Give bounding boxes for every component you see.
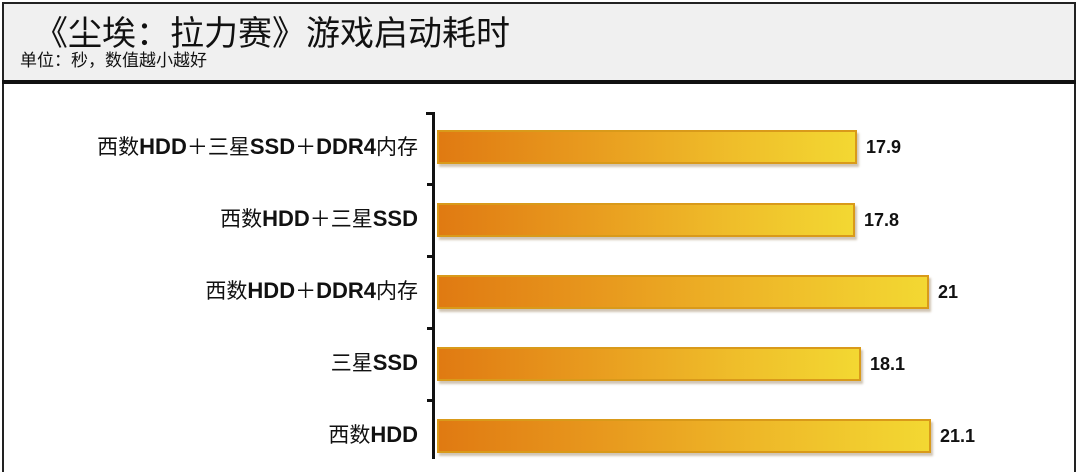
value-label: 17.9	[866, 137, 902, 157]
axis-tick	[427, 327, 434, 330]
header-divider	[2, 80, 1076, 84]
chart-subtitle: 单位：秒，数值越小越好	[20, 51, 207, 71]
axis-top-tick	[426, 112, 434, 115]
axis-tick	[427, 399, 434, 402]
value-label: 18.1	[870, 354, 906, 374]
axis-tick	[427, 183, 434, 186]
chart-header	[4, 4, 1074, 80]
category-label: 西数HDD＋DDR4内存	[205, 278, 418, 303]
chart-title: 《尘埃：拉力赛》游戏启动耗时	[34, 14, 510, 54]
value-label: 21	[938, 282, 959, 302]
value-label: 17.8	[864, 210, 900, 230]
category-label: 三星SSD	[330, 350, 418, 375]
bar	[437, 130, 857, 164]
bar	[437, 203, 855, 237]
category-label: 西数HDD＋三星SSD＋DDR4内存	[97, 134, 418, 159]
category-label: 西数HDD＋三星SSD	[220, 206, 418, 231]
category-label: 西数HDD	[328, 422, 418, 447]
bar	[437, 419, 931, 453]
value-label: 21.1	[940, 426, 976, 446]
bar	[437, 347, 861, 381]
category-axis	[432, 112, 435, 459]
axis-tick	[427, 255, 434, 258]
bar	[437, 275, 929, 309]
